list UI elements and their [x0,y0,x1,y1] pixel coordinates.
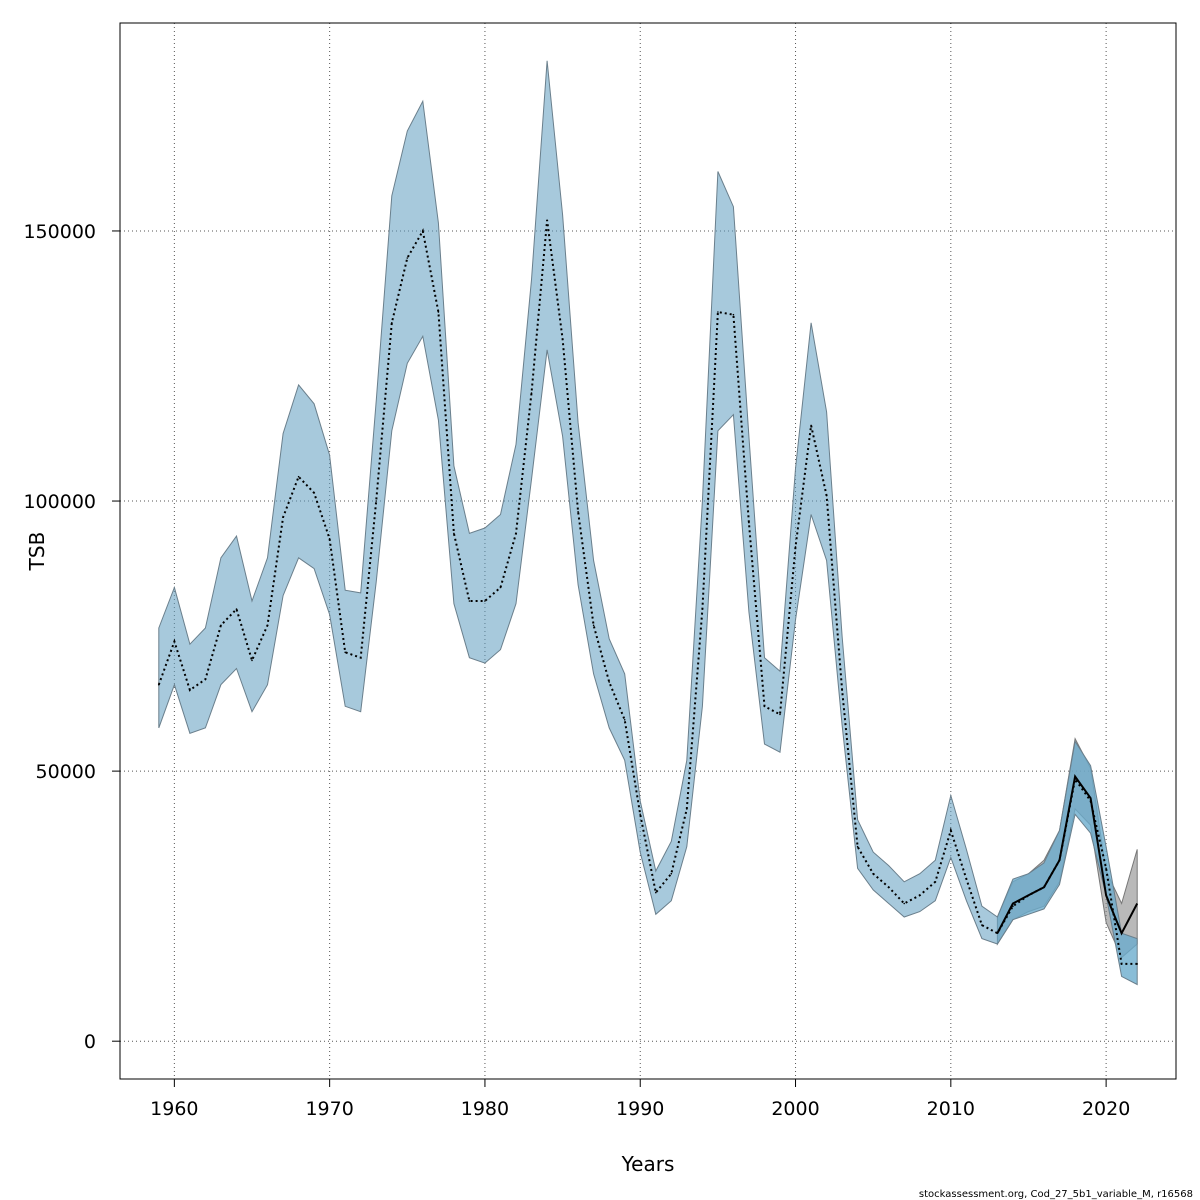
series-lines [157,219,1139,965]
data-point [530,392,533,394]
data-point [220,624,222,627]
confidence-bands [158,60,1138,986]
data-point [1089,800,1092,802]
data-point [592,624,595,627]
data-point [577,511,579,513]
data-point [344,651,347,654]
data-point [655,891,657,894]
data-point [686,808,688,810]
y-axis: 0 50000 100000 150000 [23,221,120,1053]
data-point [965,878,968,880]
data-point [1105,867,1107,870]
data-point [297,475,300,478]
data-point [623,719,626,721]
data-point [903,902,905,905]
data-point [748,521,750,524]
data-point [328,538,331,540]
data-point [841,689,843,691]
data-point [282,516,284,518]
data-point [919,894,921,897]
data-point [235,608,238,610]
y-axis-title: TSB [25,532,49,572]
data-point [158,683,160,686]
data-point [484,600,486,602]
y-tick-label: 0 [84,1031,96,1053]
data-point [561,338,564,340]
data-point [251,659,253,662]
series-line-dotted [157,220,1138,965]
data-point [1058,859,1061,861]
data-point [856,845,859,848]
data-point [950,829,952,832]
data-point [1012,905,1014,907]
data-point [810,424,812,427]
y-tick-label: 150000 [23,221,96,243]
data-point [189,689,191,691]
y-tick-label: 100000 [23,491,96,513]
x-tick-label: 1970 [305,1098,353,1120]
data-point [1027,894,1030,897]
footer-credit: stockassessment.org, Cod_27_5b1_variable… [919,1189,1193,1200]
x-tick-label: 2020 [1082,1098,1130,1120]
data-point [608,681,610,683]
data-point [996,932,999,934]
data-point [1136,963,1138,965]
data-point [266,624,269,627]
data-point [794,546,797,548]
data-point [1120,963,1123,965]
x-tick-label: 2000 [771,1098,819,1120]
data-point [375,500,378,502]
data-point [934,881,937,883]
data-point [204,678,207,681]
x-tick-label: 1960 [150,1098,198,1120]
data-point [546,219,548,221]
data-point [515,532,517,535]
data-point [468,600,471,602]
data-point [732,313,735,316]
data-point [453,532,455,535]
data-point [173,640,176,643]
data-point [1074,778,1076,780]
x-axis: 1960 1970 1980 1990 2000 2010 2020 [150,1079,1130,1120]
data-point [499,586,502,589]
data-point [359,656,362,659]
data-point [670,872,673,875]
x-tick-label: 1980 [461,1098,509,1120]
data-point [422,230,424,232]
data-point [872,872,874,875]
data-point [887,886,890,888]
confidence-band-blue [158,60,1138,986]
y-tick-label: 50000 [36,761,96,783]
data-point [313,492,315,494]
data-point [437,311,440,313]
x-tick-label: 2010 [927,1098,975,1120]
data-point [406,257,409,259]
data-point [391,322,393,324]
data-point [1043,886,1045,888]
plot-frame [119,22,1177,1080]
data-point [779,713,781,716]
x-axis-title: Years [621,1152,675,1176]
data-point [639,813,641,816]
data-point [717,311,719,313]
data-point [763,705,766,708]
x-tick-label: 1990 [616,1098,664,1120]
data-point [701,608,704,610]
data-point [981,924,983,926]
data-point [825,494,828,497]
